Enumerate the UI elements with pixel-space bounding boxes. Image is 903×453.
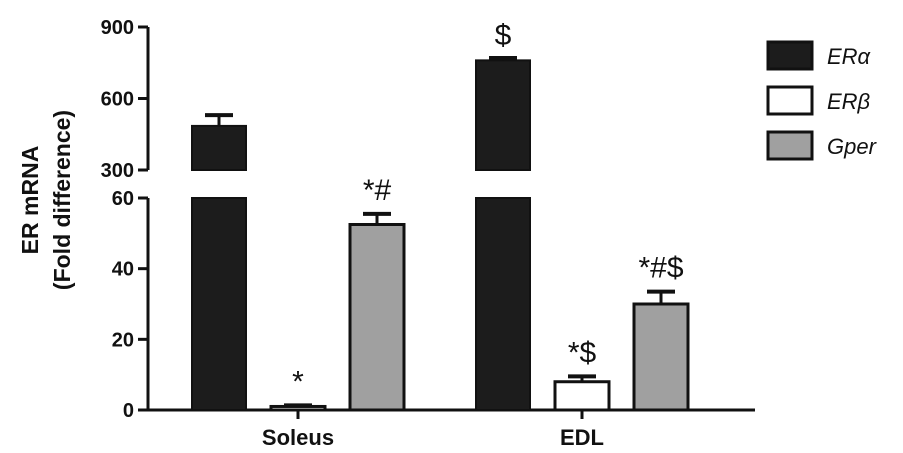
axes: 0 20 40 60 300 600 900 Soleus EDL (101, 17, 755, 450)
x-category-label: EDL (560, 425, 604, 450)
y-axis-label: ER mRNA (Fold difference) (17, 110, 75, 290)
bar-upper (475, 59, 531, 171)
legend-label: Gper (827, 134, 878, 159)
legend: ERα ERβ Gper (766, 40, 878, 161)
y-tick-label: 20 (112, 329, 134, 351)
y-axis-label-line1: ER mRNA (17, 146, 43, 255)
legend-swatch (766, 130, 814, 161)
y-tick-label: 600 (101, 89, 134, 111)
y-axis-label-line2: (Fold difference) (49, 110, 75, 290)
bar (348, 223, 406, 412)
significance-annotation: *#$ (638, 252, 683, 285)
significance-annotation: *$ (568, 336, 597, 369)
y-tick-label: 0 (123, 400, 134, 422)
legend-swatch (766, 85, 814, 116)
x-category-label: Soleus (262, 425, 334, 450)
y-tick-label: 300 (101, 160, 134, 182)
y-tick-label: 60 (112, 188, 134, 210)
y-tick-label: 900 (101, 17, 134, 39)
bar (632, 302, 690, 412)
significance-annotation: *# (363, 174, 392, 207)
bar-lower (475, 197, 531, 411)
bar-lower (191, 197, 247, 411)
y-tick-label: 40 (112, 259, 134, 281)
significance-annotation: * (292, 365, 304, 398)
bars (191, 55, 690, 412)
legend-label: ERα (827, 44, 872, 69)
legend-label: ERβ (827, 89, 871, 114)
bar-upper (191, 124, 247, 171)
legend-swatch (766, 40, 814, 71)
bar (553, 380, 611, 412)
annotations: **#$*$*#$ (292, 19, 684, 398)
significance-annotation: $ (495, 19, 512, 52)
